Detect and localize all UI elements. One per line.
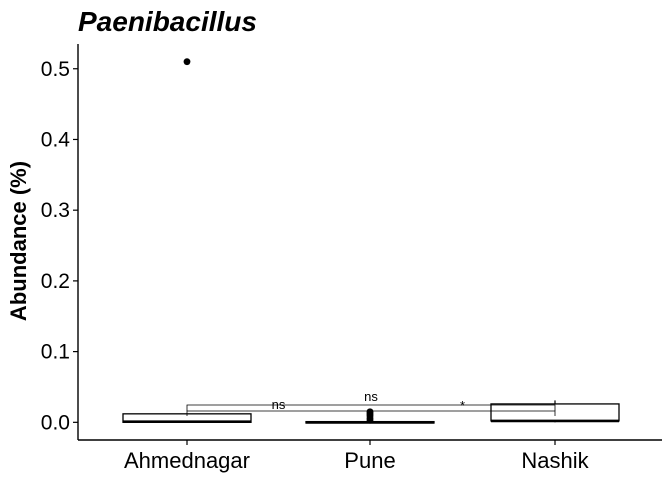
x-tick-label: Ahmednagar (124, 448, 250, 473)
y-axis-label: Abundance (%) (6, 161, 31, 321)
y-tick-label: 0.4 (41, 128, 71, 151)
axes: 0.0 0.1 0.2 0.3 0.4 0.5 Ahmednagar Pune Nashik (41, 44, 662, 473)
significance-brackets: ns ns * (186, 389, 556, 416)
significance-label: ns (272, 397, 286, 412)
box-group (490, 400, 620, 423)
y-tick-label: 0.1 (41, 341, 70, 364)
outlier-point (183, 58, 191, 66)
y-tick-label: 0.3 (41, 199, 70, 222)
y-tick-label: 0.2 (41, 270, 70, 293)
y-tick-label: 0.5 (41, 58, 70, 81)
box-group (305, 408, 435, 424)
chart-title: Paenibacillus (78, 6, 257, 37)
significance-label: * (460, 398, 465, 413)
significance-label: ns (364, 389, 378, 404)
box-group (122, 58, 252, 423)
plot-marks: ns ns * (122, 58, 620, 424)
x-tick-label: Pune (344, 448, 395, 473)
bracket-ahmednagar-nashik (186, 404, 556, 411)
bracket-pune-nashik (369, 410, 556, 416)
y-tick-label: 0.0 (41, 411, 70, 434)
x-tick-label: Nashik (521, 448, 589, 473)
